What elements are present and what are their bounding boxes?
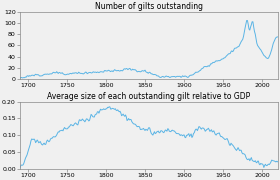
Title: Average size of each outstanding gilt relative to GDP: Average size of each outstanding gilt re… — [47, 92, 251, 101]
Title: Number of gilts outstanding: Number of gilts outstanding — [95, 2, 203, 11]
